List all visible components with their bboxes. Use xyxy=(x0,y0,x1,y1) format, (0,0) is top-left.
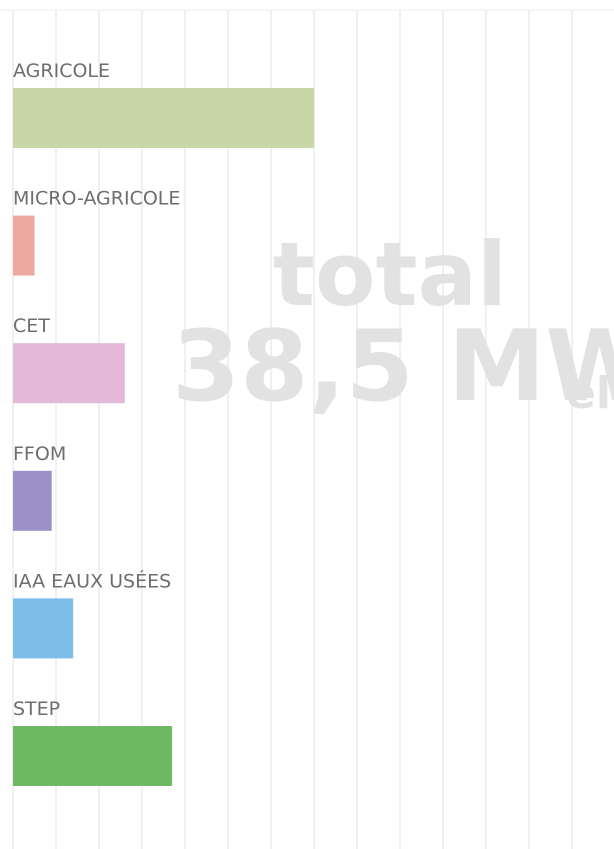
bar xyxy=(13,88,314,148)
category-label: AGRICOLE xyxy=(13,60,110,82)
category-label: STEP xyxy=(13,698,60,720)
watermark-value: 38,5 MW xyxy=(172,310,614,424)
bar xyxy=(13,343,125,404)
category-label: CET xyxy=(13,315,50,337)
category-label: FFOM xyxy=(13,443,66,465)
watermark-unit: él xyxy=(566,368,611,419)
bar xyxy=(13,470,52,531)
category-label: MICRO-AGRICOLE xyxy=(13,188,180,210)
bar xyxy=(13,598,74,659)
bar xyxy=(13,215,35,276)
watermark-total: total xyxy=(273,223,507,326)
category-label: IAA EAUX USÉES xyxy=(13,569,171,592)
bar xyxy=(13,726,173,786)
